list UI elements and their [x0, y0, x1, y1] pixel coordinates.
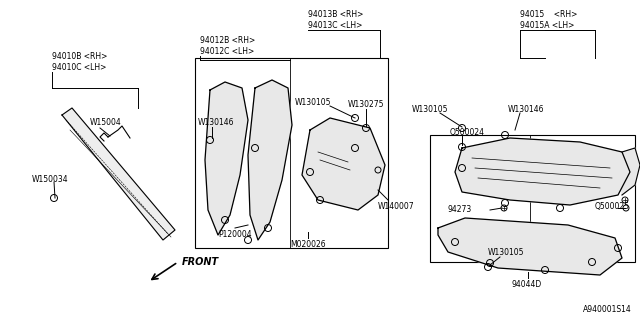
Text: W130105: W130105: [488, 248, 525, 257]
Text: W130105: W130105: [412, 105, 449, 114]
Text: 94012B <RH>: 94012B <RH>: [200, 36, 255, 45]
Bar: [195, 58, 388, 248]
Text: W130275: W130275: [348, 100, 385, 109]
Text: P120004: P120004: [218, 230, 252, 239]
Text: W130105: W130105: [295, 98, 332, 107]
Polygon shape: [622, 148, 640, 195]
Text: W130146: W130146: [508, 105, 545, 114]
Text: 94015    <RH>: 94015 <RH>: [520, 10, 577, 19]
Polygon shape: [248, 80, 292, 240]
Text: 94015A <LH>: 94015A <LH>: [520, 21, 574, 30]
Text: W140007: W140007: [378, 202, 415, 211]
Text: 94010C <LH>: 94010C <LH>: [52, 63, 106, 72]
Text: 94044D: 94044D: [512, 280, 542, 289]
Text: W150034: W150034: [32, 175, 68, 184]
Text: 94012C <LH>: 94012C <LH>: [200, 47, 254, 56]
Polygon shape: [438, 218, 622, 275]
Text: 94013B <RH>: 94013B <RH>: [308, 10, 364, 19]
Text: 94273: 94273: [448, 205, 472, 214]
Text: W15004: W15004: [90, 118, 122, 127]
Polygon shape: [302, 118, 385, 210]
Text: W130146: W130146: [198, 118, 234, 127]
Text: Q500025: Q500025: [595, 202, 630, 211]
Text: FRONT: FRONT: [182, 257, 219, 267]
Bar: [430, 135, 635, 262]
Text: A940001S14: A940001S14: [583, 305, 632, 314]
Text: Q500024: Q500024: [450, 128, 485, 137]
Text: M020026: M020026: [290, 240, 326, 249]
Text: 94013C <LH>: 94013C <LH>: [308, 21, 362, 30]
Polygon shape: [205, 82, 248, 235]
Text: 94010B <RH>: 94010B <RH>: [52, 52, 108, 61]
Polygon shape: [62, 108, 175, 240]
Polygon shape: [455, 138, 630, 205]
